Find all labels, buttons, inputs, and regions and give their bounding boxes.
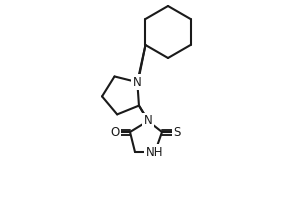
Text: N: N [144, 114, 152, 128]
Text: N: N [133, 76, 142, 89]
Text: S: S [173, 126, 181, 138]
Text: O: O [110, 126, 120, 138]
Text: NH: NH [146, 146, 164, 158]
